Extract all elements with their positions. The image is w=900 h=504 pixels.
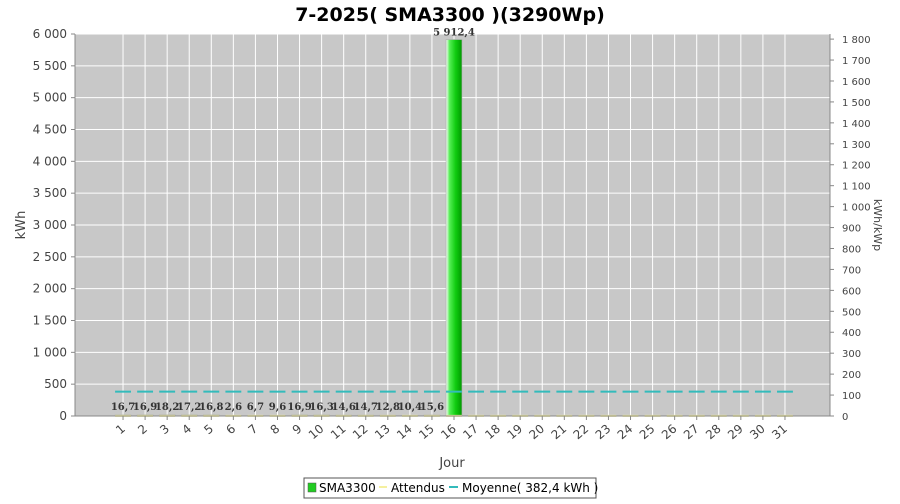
x-axis-label: Jour [438,456,465,471]
y2-tick-label: 700 [842,265,861,276]
y2-tick-label: 1 700 [842,56,871,67]
bar-value-label: 16,8 [199,402,223,413]
y-tick-label: 3 500 [33,186,67,200]
y2-tick-label: 1 500 [842,98,871,109]
y2-tick-label: 100 [842,391,861,402]
y2-tick-label: 1 300 [842,140,871,151]
right-axis-ticks: 0 100 200 300 400 500 600 700 800 900 1 000 1 100 1 … [830,35,871,423]
bar-value-label: 18,2 [155,402,179,413]
value-labels: 16,716,918,217,216,8 2,6 6,7 9,6 16,916,314,… [111,28,475,413]
y-tick-label: 2 500 [33,250,67,264]
bar-value-label: 16,9 [287,402,311,413]
y2-tick-label: 1 000 [842,203,871,214]
legend-label-sma3300: SMA3300 [319,481,376,495]
legend-label-attendus: Attendus [391,481,445,495]
bar-value-label: 10,4 [398,402,422,413]
y2-tick-label: 1 200 [842,161,871,172]
y2-tick-label: 1 600 [842,77,871,88]
y-axis-label: kWh [14,211,29,240]
bar-value-label: 15,6 [420,402,444,413]
y-tick-label: 1 500 [33,314,67,328]
y-tick-label: 2 000 [33,282,67,296]
legend: SMA3300 Attendus Moyenne( 382,4 kWh ) [303,477,598,499]
y-tick-label: 6 000 [33,27,67,41]
bar-value-label: 14,6 [331,402,355,413]
y2-tick-label: 600 [842,286,861,297]
y2-axis-label: kWh/kWp [871,199,884,251]
bar-value-label: 2,6 [225,402,242,413]
y2-tick-label: 800 [842,244,861,255]
y2-tick-label: 400 [842,328,861,339]
y-tick-label: 4 000 [33,154,67,168]
y-tick-label: 1 000 [33,345,67,359]
y-tick-label: 500 [44,377,67,391]
bar-value-label: 17,2 [177,402,201,413]
bar-value-label: 16,9 [133,402,157,413]
legend-label-moyenne: Moyenne( 382,4 kWh ) [462,481,598,495]
y-tick-label: 5 500 [33,59,67,73]
bar-value-label: 16,7 [111,402,135,413]
bar-value-label: 5 912,4 [433,28,475,39]
bar-value-label: 9,6 [269,402,286,413]
bar-value-label: 6,7 [247,402,264,413]
y-tick-label: 0 [59,409,67,423]
bar-value-label: 16,3 [309,402,333,413]
y-tick-label: 3 000 [33,218,67,232]
y2-tick-label: 300 [842,349,861,360]
y-tick-label: 4 500 [33,123,67,137]
y2-tick-label: 900 [842,224,861,235]
y2-tick-label: 1 100 [842,182,871,193]
y2-tick-label: 200 [842,370,861,381]
y2-tick-label: 500 [842,307,861,318]
legend-swatch-sma3300 [307,482,317,493]
chart-title: 7-2025( SMA3300 )(3290Wp) [295,4,605,26]
y2-tick-label: 1 400 [842,119,871,130]
y-tick-label: 5 000 [33,91,67,105]
bar [445,39,463,417]
left-axis-ticks: 0 500 1 000 1 500 2 000 2 500 3 000 3 500 4 000 4… [33,27,75,423]
bar-value-label: 12,8 [376,402,400,413]
bar-value-label: 14,7 [354,402,378,413]
y2-tick-label: 1 800 [842,35,871,46]
y2-tick-label: 0 [842,412,848,423]
